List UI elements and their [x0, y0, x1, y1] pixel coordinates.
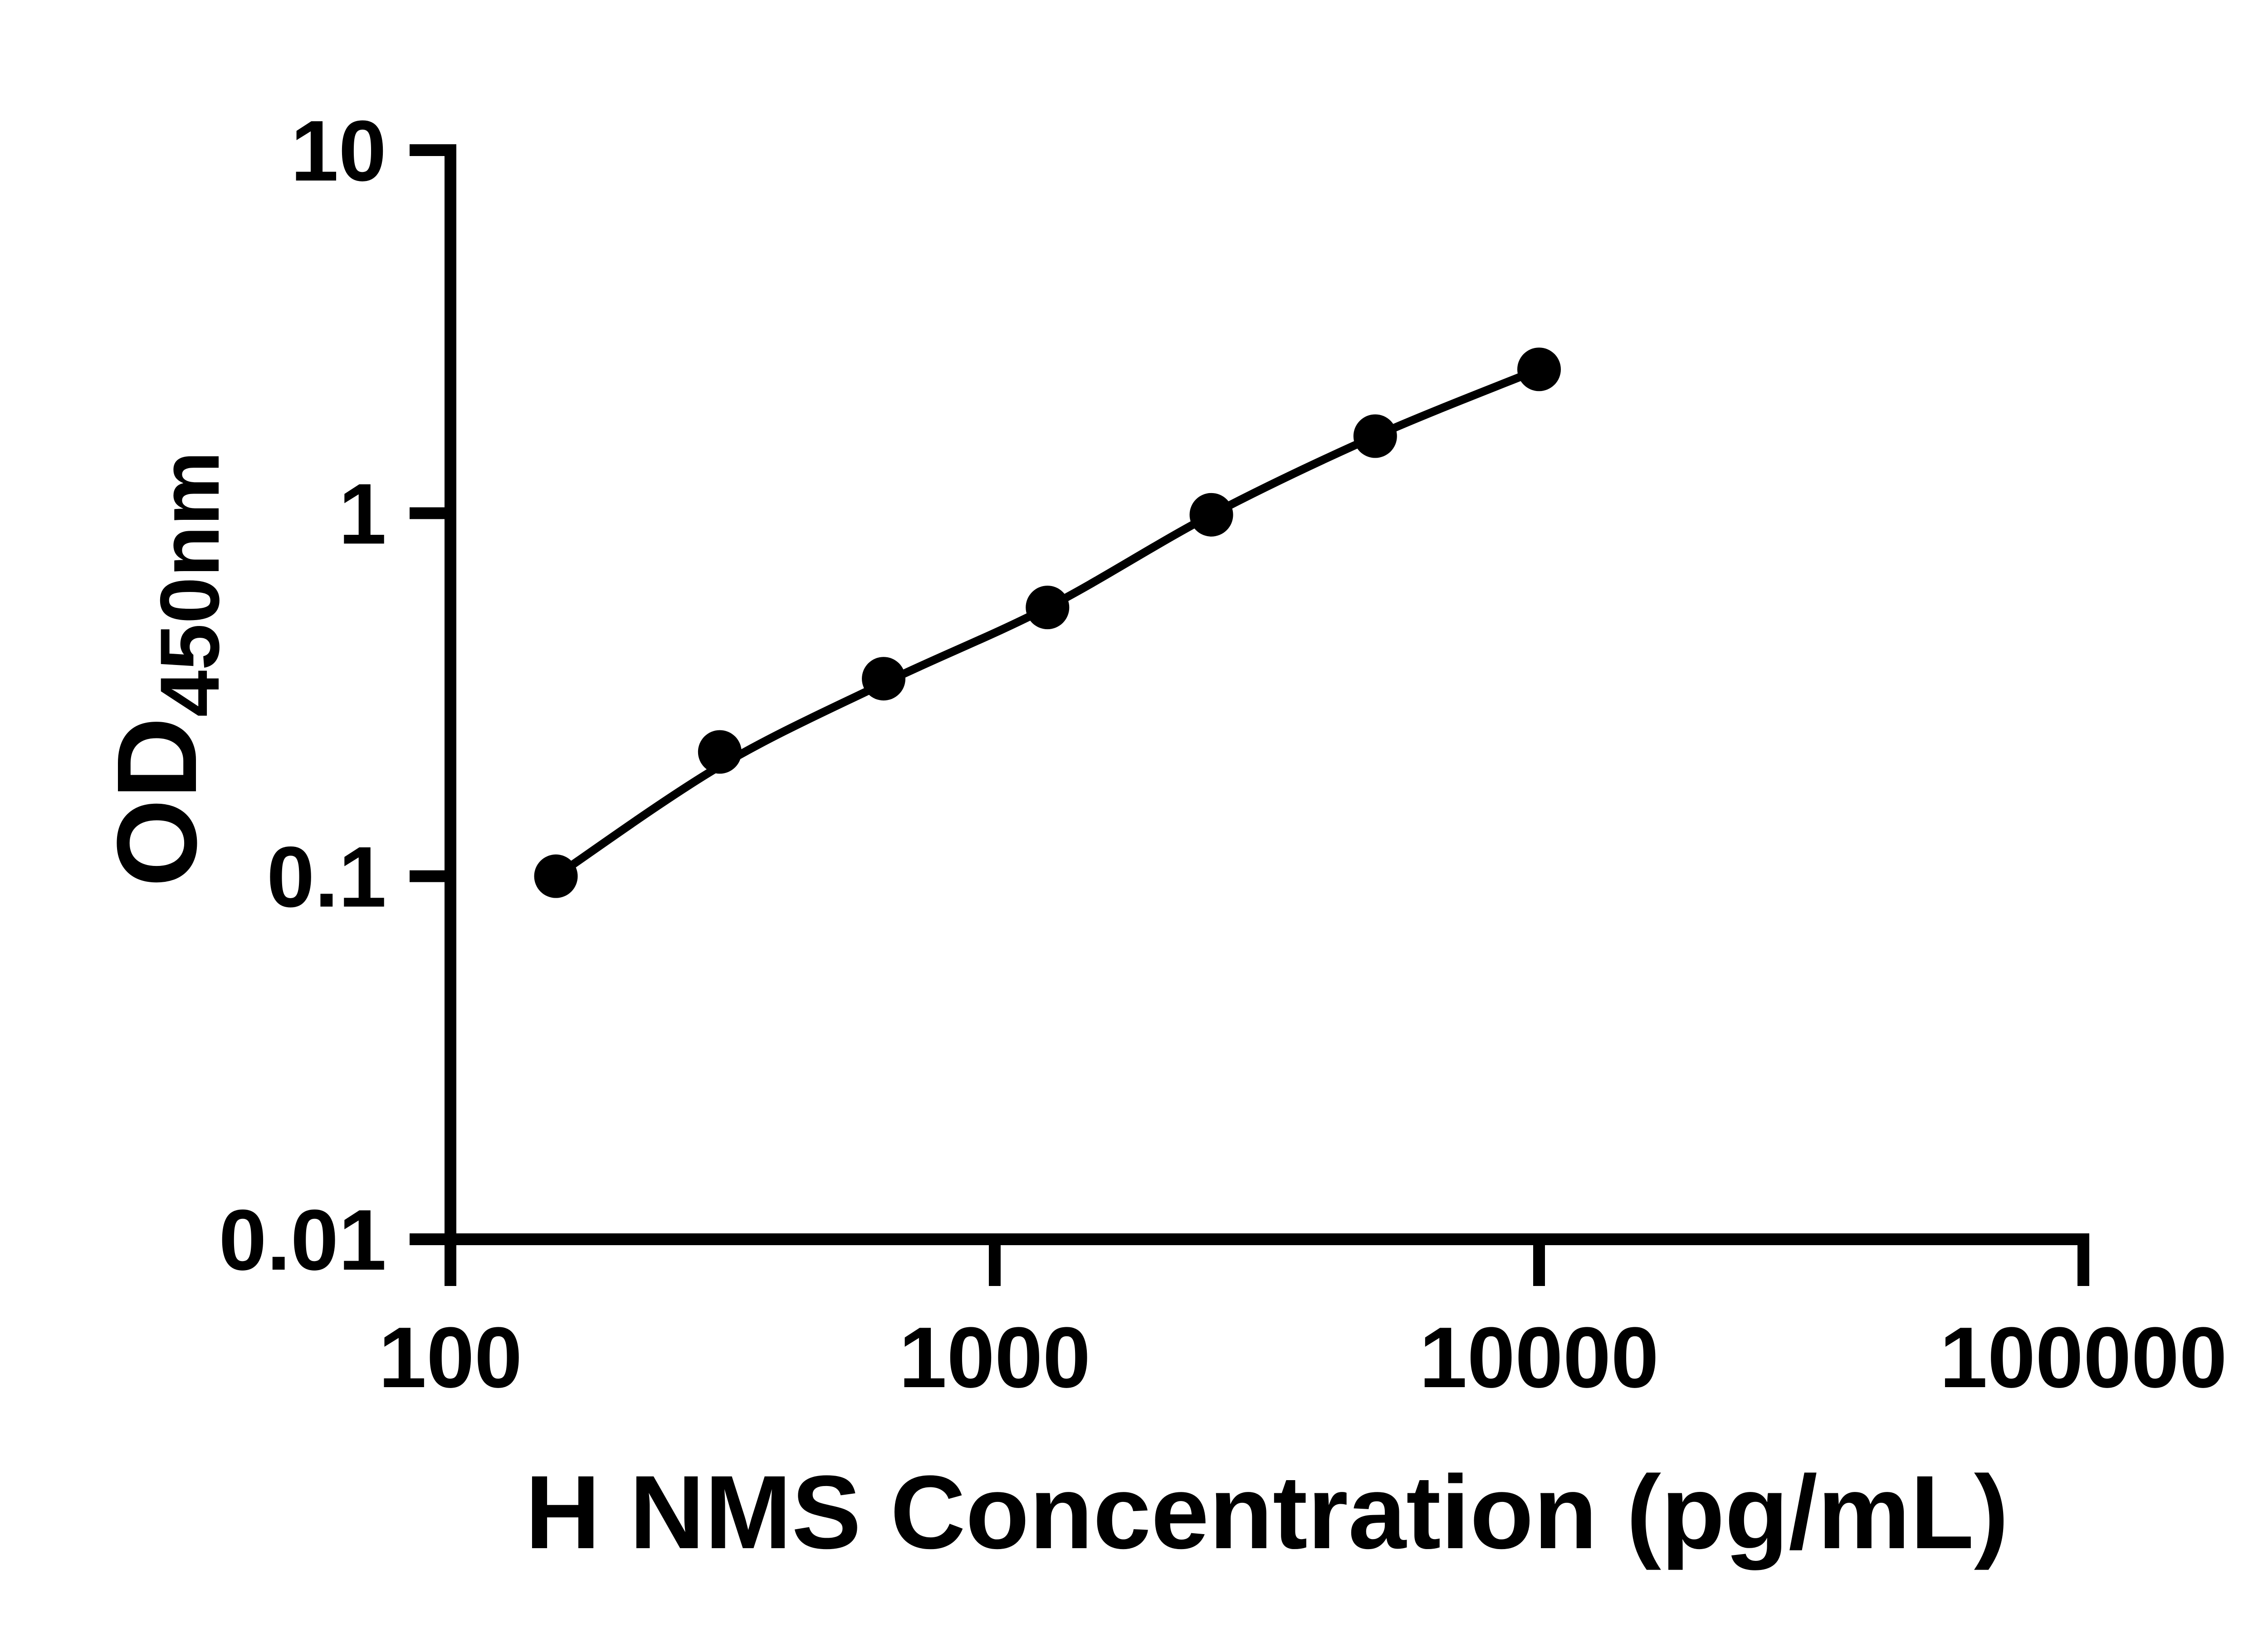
axes	[410, 144, 2089, 1286]
y-axis-title-main: OD	[93, 717, 220, 887]
data-point	[1517, 347, 1561, 391]
x-tick-label: 10000	[1419, 1310, 1659, 1406]
x-tick-label: 100000	[1940, 1310, 2227, 1406]
x-axis-title: H NMS Concentration (pg/mL)	[525, 1454, 2009, 1570]
y-axis-title: OD450nm	[93, 451, 237, 887]
y-tick-label: 0.01	[219, 1192, 386, 1288]
data-point	[698, 730, 742, 774]
x-tick-label: 100	[378, 1310, 522, 1406]
y-tick-label: 1	[338, 466, 386, 562]
data-point	[862, 657, 906, 701]
tick-labels: 0.01 0.1 1 10 100 1000 10000 100000	[219, 103, 2227, 1406]
data-point	[1189, 493, 1233, 537]
data-point	[1353, 414, 1397, 458]
y-axis-title-subscript: 450nm	[143, 451, 237, 717]
data-point	[534, 854, 578, 898]
y-tick-label: 10	[291, 103, 386, 199]
y-tick-label: 0.1	[267, 829, 386, 925]
data-point-layer	[534, 347, 1561, 898]
data-point	[1026, 586, 1070, 630]
x-tick-label: 1000	[899, 1310, 1091, 1406]
